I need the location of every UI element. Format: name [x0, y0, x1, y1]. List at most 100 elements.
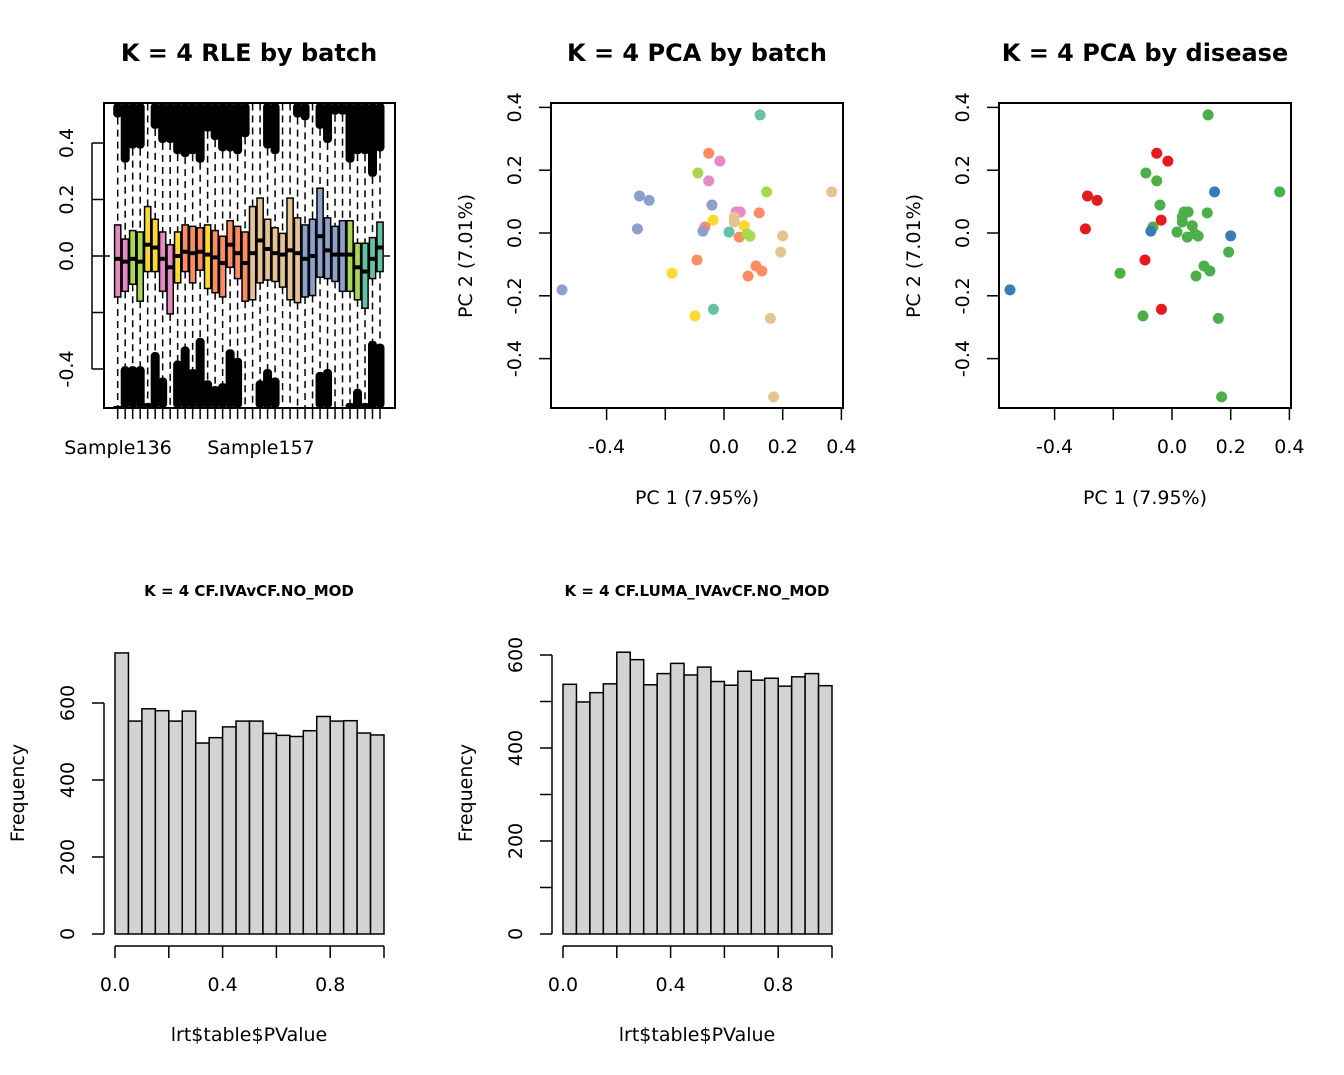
- rle-box: [113, 224, 122, 298]
- pca-batch-panel: K = 4 PCA by batch -0.4 0.0 0.2 0.4 -0.4 -0.2…: [455, 39, 857, 509]
- rle-lower-outliers: [315, 371, 325, 408]
- pca-y-tick-label: 0.4: [504, 92, 526, 122]
- rle-box: [158, 231, 167, 293]
- rle-boxplot-panel: K = 4 RLE by batch -0.4 0.0 0.2 0.4 Sample1…: [56, 39, 396, 459]
- rle-y-tick-label: 0.0: [56, 241, 78, 271]
- pca-x-tick-label: 0.4: [826, 436, 856, 458]
- rle-box: [293, 217, 302, 304]
- rle-box: [361, 242, 369, 310]
- pca-batch-point: [666, 267, 678, 279]
- rle-upper-outliers: [180, 103, 190, 158]
- rle-lower-outliers: [143, 402, 153, 408]
- pca-batch-point: [777, 230, 789, 242]
- pca-disease-point: [1171, 226, 1183, 238]
- pca-disease-points: [1004, 109, 1286, 403]
- histogram-bar: [329, 720, 345, 935]
- histogram-bar: [737, 670, 753, 935]
- histogram-bar: [656, 672, 672, 935]
- rle-lower-outliers: [225, 349, 235, 408]
- hist-x-tick-label: 0.8: [315, 974, 345, 996]
- pca-x-tick-label: -0.4: [588, 436, 625, 458]
- hist-x-tick-label: 0.0: [100, 974, 130, 996]
- rle-box: [218, 235, 227, 298]
- pca-batch-point: [707, 303, 719, 315]
- pca-batch-point: [754, 109, 766, 121]
- pca-batch-point: [768, 391, 780, 403]
- histogram-bar: [723, 684, 739, 935]
- hist-y-tick-label: 400: [57, 762, 79, 798]
- pca-x-tick-label: 0.0: [709, 436, 739, 458]
- hist2-xlabel: lrt$table$PValue: [619, 1024, 775, 1046]
- rle-lower-outliers: [188, 369, 198, 408]
- hist-y-tick-label: 600: [505, 637, 527, 673]
- rle-upper-outliers: [120, 103, 130, 163]
- pca-batch-point: [723, 226, 735, 238]
- histogram-bar: [696, 666, 712, 935]
- rle-lower-outliers: [180, 346, 190, 408]
- histogram-bar: [235, 720, 251, 935]
- pca-batch-point: [742, 270, 754, 282]
- pca-y-tick-label: -0.4: [952, 340, 974, 377]
- pca-batch-ylabel: PC 2 (7.01%): [455, 194, 477, 318]
- rle-upper-outliers: [323, 103, 333, 143]
- pca-batch-point: [707, 214, 719, 226]
- hist1-xlabel: lrt$table$PValue: [171, 1024, 327, 1046]
- hist2-title: K = 4 CF.LUMA_IVAvCF.NO_MOD: [565, 582, 830, 600]
- pca-disease-point: [1004, 284, 1016, 296]
- histogram-bar: [817, 684, 833, 935]
- rle-upper-outliers: [263, 103, 273, 149]
- pca-x-tick-label: 0.4: [1274, 436, 1304, 458]
- hist-y-tick-label: 200: [57, 839, 79, 875]
- rle-upper-outliers: [173, 103, 183, 155]
- pca-disease-xlabel: PC 1 (7.95%): [1083, 487, 1207, 509]
- rle-upper-outliers: [165, 103, 175, 143]
- pca-disease-point: [1176, 216, 1188, 228]
- pca-batch-point: [761, 186, 773, 198]
- histogram-bar: [316, 715, 331, 935]
- pca-batch-point: [691, 254, 703, 266]
- hist-y-tick-label: 0: [505, 928, 527, 940]
- rle-lower-outliers: [128, 366, 138, 408]
- histogram-bar: [194, 742, 210, 935]
- pca-disease-point: [1201, 207, 1213, 219]
- rle-lower-outliers: [158, 377, 168, 408]
- histogram-bar: [629, 658, 645, 935]
- pca-disease-point: [1216, 391, 1228, 403]
- histogram-bar: [602, 683, 618, 935]
- hist-y-tick-label: 400: [505, 730, 527, 766]
- histogram-bar: [790, 676, 806, 935]
- rle-lower-outliers: [233, 357, 243, 408]
- rle-box: [143, 205, 152, 273]
- pca-batch-point: [633, 190, 645, 202]
- rle-upper-outliers: [113, 103, 123, 118]
- pca-batch-title: K = 4 PCA by batch: [567, 39, 827, 67]
- rle-upper-outliers: [353, 103, 363, 155]
- pca-batch-points: [556, 109, 838, 403]
- pca-batch-point: [753, 207, 765, 219]
- hist2-bars: [562, 651, 833, 935]
- rle-upper-outliers: [360, 103, 370, 155]
- rle-upper-outliers: [150, 103, 160, 129]
- pca-batch-point: [714, 155, 726, 167]
- histogram-bar: [764, 677, 779, 935]
- histogram-bar: [356, 732, 372, 935]
- rle-upper-outliers: [203, 103, 213, 132]
- rle-lower-outliers: [345, 402, 355, 408]
- rle-box: [166, 243, 175, 315]
- pca-disease-point: [1140, 167, 1152, 179]
- rle-box: [151, 218, 160, 273]
- pca-disease-point: [1225, 230, 1237, 242]
- pca-batch-xlabel: PC 1 (7.95%): [635, 487, 759, 509]
- histogram-bar: [750, 679, 766, 935]
- pca-disease-point: [1162, 155, 1174, 167]
- rle-lower-outliers: [375, 343, 385, 408]
- rle-upper-outliers: [345, 103, 355, 163]
- histogram-bar: [221, 726, 237, 935]
- pca-disease-point: [1154, 199, 1166, 211]
- rle-upper-outliers: [225, 103, 235, 152]
- rle-upper-outliers: [218, 103, 228, 152]
- pca-disease-point: [1155, 214, 1167, 226]
- pca-batch-point: [764, 312, 776, 324]
- histogram-bar: [562, 683, 578, 935]
- rle-upper-outliers: [338, 103, 348, 115]
